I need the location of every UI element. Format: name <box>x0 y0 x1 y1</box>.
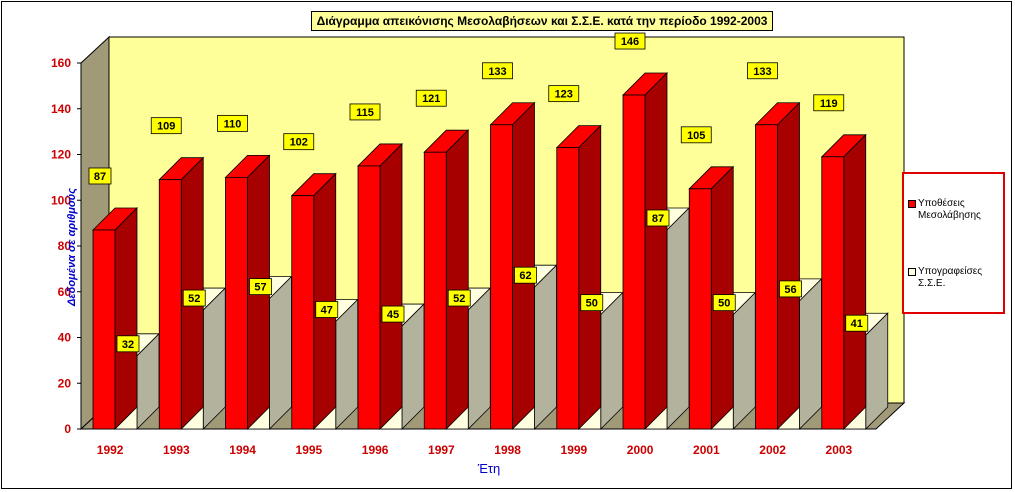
svg-text:52: 52 <box>188 293 200 305</box>
value-label-agreements-1996: 45 <box>381 305 405 323</box>
svg-text:119: 119 <box>820 98 838 110</box>
y-tick-label-140: 140 <box>51 102 71 116</box>
x-tick-label-1994: 1994 <box>229 443 256 457</box>
svg-text:87: 87 <box>652 213 664 225</box>
legend-label-mediation: Υποθέσεις Μεσολάβησης <box>918 198 981 221</box>
svg-text:109: 109 <box>157 121 175 133</box>
value-label-agreements-2003: 41 <box>845 314 869 332</box>
x-tick-label-2003: 2003 <box>826 443 853 457</box>
bar-mediation-2001 <box>688 165 735 430</box>
svg-text:105: 105 <box>687 130 705 142</box>
legend-swatch-agreements <box>908 268 916 276</box>
x-tick-label-1992: 1992 <box>97 443 124 457</box>
value-label-mediation-2002: 133 <box>747 62 778 80</box>
legend-label-agreements: Υπογραφείσες Σ.Σ.Ε. <box>918 266 983 289</box>
svg-text:52: 52 <box>453 293 465 305</box>
svg-text:115: 115 <box>356 107 374 119</box>
svg-text:87: 87 <box>94 171 106 183</box>
y-tick-label-40: 40 <box>58 331 72 345</box>
svg-text:62: 62 <box>519 270 531 282</box>
x-tick-label-2000: 2000 <box>627 443 654 457</box>
value-label-agreements-2002: 56 <box>779 280 802 298</box>
value-label-mediation-1997: 121 <box>415 89 447 107</box>
bar-mediation-2000 <box>622 72 668 430</box>
y-tick-label-20: 20 <box>58 376 72 390</box>
svg-text:56: 56 <box>784 284 796 296</box>
svg-text:133: 133 <box>753 66 771 78</box>
value-label-agreements-1998: 62 <box>514 266 537 284</box>
svg-text:123: 123 <box>555 89 573 101</box>
x-tick-label-1998: 1998 <box>494 443 521 457</box>
value-label-agreements-1995: 47 <box>315 301 339 318</box>
value-label-mediation-1996: 115 <box>349 103 381 121</box>
svg-text:47: 47 <box>321 304 333 316</box>
svg-text:32: 32 <box>122 339 134 351</box>
x-axis-title: Έτη <box>477 461 501 476</box>
svg-text:45: 45 <box>387 309 399 321</box>
y-tick-label-160: 160 <box>51 56 71 70</box>
value-label-agreements-1999: 50 <box>580 294 604 312</box>
svg-text:102: 102 <box>290 137 308 149</box>
svg-text:41: 41 <box>851 318 863 330</box>
value-label-agreements-1994: 57 <box>249 278 272 296</box>
x-tick-label-1993: 1993 <box>163 443 190 457</box>
bar-mediation-1996 <box>357 142 403 430</box>
bar-mediation-1997 <box>423 129 470 430</box>
svg-text:50: 50 <box>586 298 598 310</box>
bar-mediation-2002 <box>754 101 801 430</box>
value-label-mediation-2003: 119 <box>813 94 845 112</box>
x-tick-label-1997: 1997 <box>428 443 455 457</box>
value-label-mediation-2001: 105 <box>680 126 712 144</box>
bar-mediation-1998 <box>489 101 536 430</box>
y-tick-label-100: 100 <box>51 193 71 207</box>
y-tick-label-80: 80 <box>58 239 72 253</box>
value-label-agreements-1997: 52 <box>447 289 471 307</box>
value-label-mediation-1992: 87 <box>88 167 112 185</box>
x-tick-label-2001: 2001 <box>693 443 720 457</box>
bar-mediation-2003 <box>820 133 867 430</box>
y-tick-label-0: 0 <box>64 422 71 436</box>
value-label-agreements-1993: 52 <box>182 289 206 307</box>
svg-text:146: 146 <box>621 36 639 48</box>
legend-swatch-mediation <box>908 200 916 208</box>
value-label-agreements-2001: 50 <box>712 294 736 312</box>
svg-text:110: 110 <box>224 118 242 130</box>
svg-text:57: 57 <box>254 282 266 294</box>
value-label-mediation-1995: 102 <box>283 133 315 151</box>
x-tick-label-1995: 1995 <box>296 443 323 457</box>
x-tick-label-1996: 1996 <box>362 443 389 457</box>
bar-mediation-1999 <box>555 124 602 430</box>
value-label-mediation-1999: 123 <box>548 85 580 103</box>
value-label-agreements-1992: 32 <box>116 335 140 353</box>
value-label-mediation-1993: 109 <box>150 117 182 135</box>
value-label-mediation-1998: 133 <box>482 62 513 80</box>
value-label-mediation-2000: 146 <box>614 32 646 50</box>
value-label-agreements-2000: 87 <box>646 209 670 227</box>
x-tick-label-2002: 2002 <box>759 443 786 457</box>
y-tick-label-60: 60 <box>58 285 72 299</box>
svg-text:133: 133 <box>488 66 506 78</box>
y-axis-title: Δεδομένα σε αριθμούς <box>66 188 78 307</box>
svg-text:121: 121 <box>422 93 440 105</box>
legend: Υποθέσεις Μεσολάβησης Υπογραφείσες Σ.Σ.Ε… <box>902 172 1005 314</box>
chart-title: Διάγραμμα απεικόνισης Μεσολαβήσεων και Σ… <box>311 11 773 31</box>
y-tick-label-120: 120 <box>51 148 71 162</box>
x-tick-label-1999: 1999 <box>561 443 588 457</box>
value-label-mediation-1994: 110 <box>217 114 248 132</box>
bar-mediation-1992 <box>92 207 138 430</box>
svg-text:50: 50 <box>718 298 730 310</box>
